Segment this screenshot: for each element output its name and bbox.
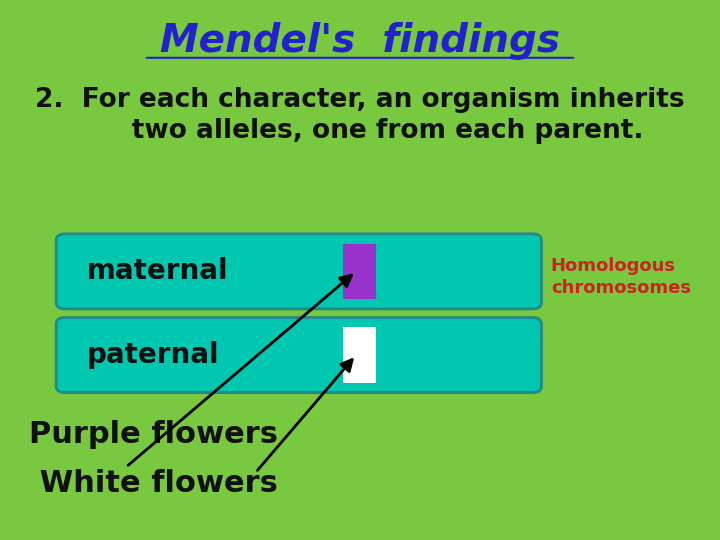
Bar [343, 244, 376, 299]
Text: White flowers: White flowers [29, 469, 278, 498]
Text: Homologous
chromosomes: Homologous chromosomes [551, 256, 690, 297]
Text: maternal: maternal [86, 258, 228, 285]
Text: Mendel's  findings: Mendel's findings [160, 22, 560, 59]
Bar [343, 327, 376, 383]
Text: 2.  For each character, an organism inherits: 2. For each character, an organism inher… [35, 87, 685, 113]
Text: paternal: paternal [86, 341, 219, 369]
FancyBboxPatch shape [56, 234, 541, 309]
FancyBboxPatch shape [56, 318, 541, 393]
Text: two alleles, one from each parent.: two alleles, one from each parent. [77, 118, 643, 144]
Text: Purple flowers: Purple flowers [29, 420, 278, 449]
